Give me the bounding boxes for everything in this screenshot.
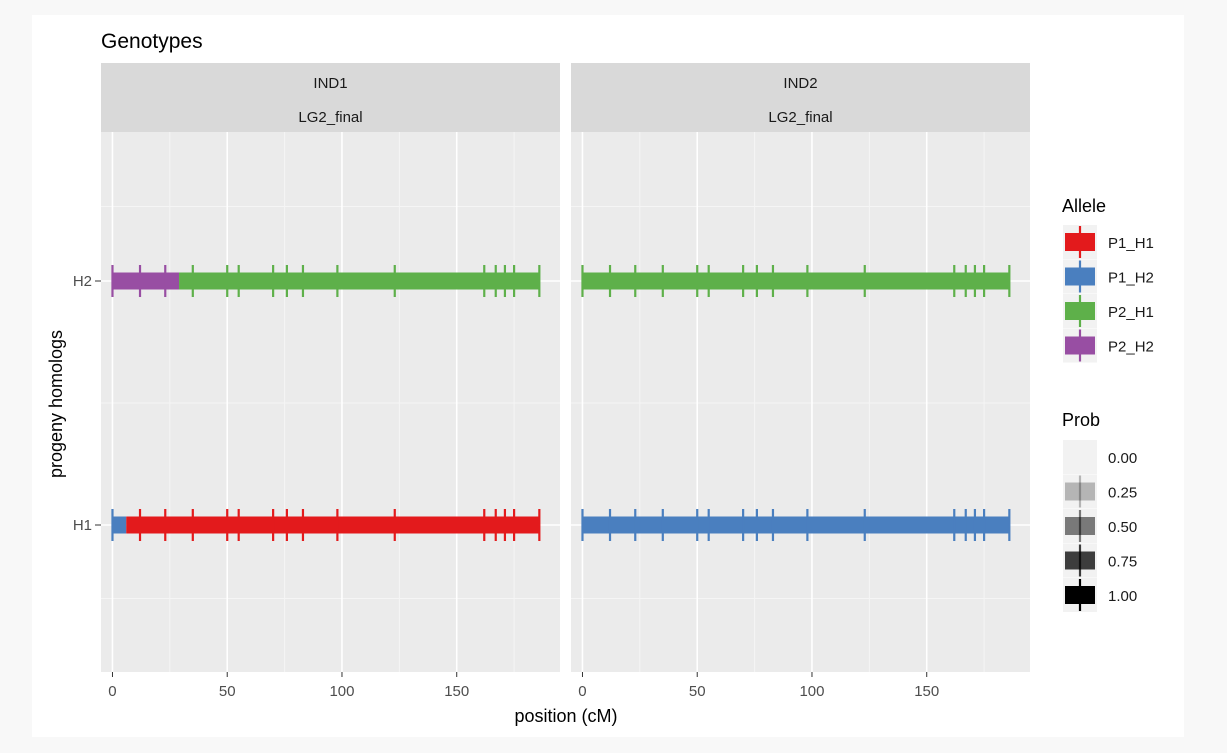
legend-label-prob: 0.00 — [1108, 450, 1137, 467]
x-tick-label: 50 — [689, 683, 706, 700]
chart-title: Genotypes — [101, 30, 203, 53]
legends: Allele P1_H1 P1_H2 P2_H1 P2_H2 Prob 0.00 0.25 0.… — [1062, 196, 1154, 612]
panel-background — [101, 132, 560, 672]
allele-segment — [112, 516, 127, 534]
x-tick-label: 0 — [578, 683, 586, 700]
y-tick-label: H1 — [73, 517, 92, 534]
legend-label-prob: 1.00 — [1108, 588, 1137, 605]
legend-key-swatch — [1065, 482, 1095, 501]
y-tick-label: H2 — [73, 273, 92, 290]
x-axis-label: position (cM) — [514, 706, 617, 726]
facet-strip — [101, 63, 560, 132]
allele-segment — [582, 516, 1010, 534]
allele-segment — [179, 272, 540, 290]
legend-title-allele: Allele — [1062, 196, 1106, 216]
x-tick-label: 100 — [799, 683, 824, 700]
x-tick-label: 100 — [329, 683, 354, 700]
facet-strip — [571, 63, 1030, 132]
legend-label-prob: 0.75 — [1108, 554, 1137, 571]
y-axis-label: progeny homologs — [46, 330, 66, 478]
strip-label-group: LG2_final — [298, 109, 362, 126]
legend-key-bg — [1063, 474, 1097, 509]
legend-key-bg — [1063, 440, 1097, 474]
strip-label-group: LG2_final — [768, 109, 832, 126]
legend-label-prob: 0.50 — [1108, 519, 1137, 536]
legend-label-allele: P2_H1 — [1108, 304, 1154, 321]
strip-label-individual: IND1 — [313, 75, 347, 92]
x-tick-label: 50 — [219, 683, 236, 700]
strip-label-individual: IND2 — [783, 75, 817, 92]
legend-label-allele: P1_H1 — [1108, 235, 1154, 252]
facet-panel: IND2 LG2_final 0 50 100 150 — [571, 63, 1030, 700]
allele-segment — [126, 516, 540, 534]
allele-segment — [112, 272, 180, 290]
x-tick-label: 150 — [444, 683, 469, 700]
legend-title-prob: Prob — [1062, 410, 1100, 430]
x-tick-label: 150 — [914, 683, 939, 700]
allele-segment — [582, 272, 1010, 290]
panel-background — [571, 132, 1030, 672]
legend-label-allele: P1_H2 — [1108, 270, 1154, 287]
x-tick-label: 0 — [108, 683, 116, 700]
legend-label-allele: P2_H2 — [1108, 339, 1154, 356]
facet-panels: H1 H2 IND1 LG2_final 0 50 100 150 IND2 LG2_final 0… — [73, 63, 1030, 700]
facet-panel: IND1 LG2_final 0 50 100 150 — [101, 63, 560, 700]
legend-label-prob: 0.25 — [1108, 485, 1137, 502]
